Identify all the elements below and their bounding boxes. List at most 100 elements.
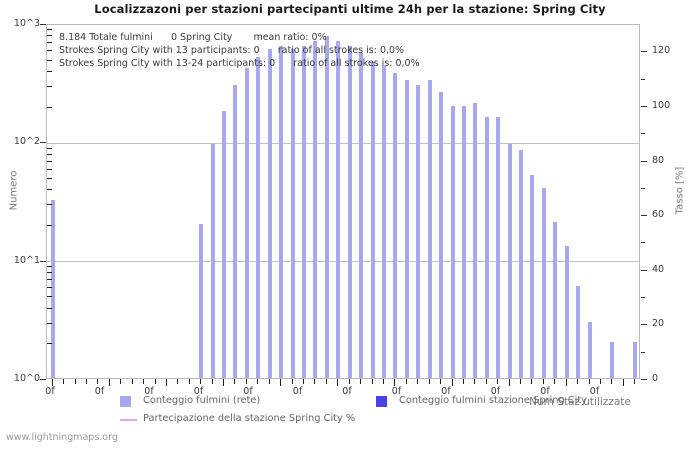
x-axis-tick-minor [371, 379, 373, 384]
bar-network [370, 61, 375, 378]
y-axis-left-tick-minor [47, 225, 52, 227]
bar-network [461, 105, 466, 378]
y-axis-left-tick-minor [47, 29, 52, 31]
x-axis-label: 0f [441, 386, 451, 397]
gridline-10e2 [47, 143, 639, 144]
x-axis-tick-major [622, 379, 624, 386]
x-axis-tick-minor [143, 379, 145, 384]
bar-network [222, 111, 227, 378]
bar-network [324, 35, 329, 378]
y-axis-left-tick-minor [47, 42, 52, 44]
legend-label: Conteggio fulmini (rete) [143, 395, 261, 406]
y-axis-left-tick-minor [47, 160, 52, 162]
annotation-line-2: Strokes Spring City with 13 participants… [59, 45, 405, 56]
legend-label: Conteggio fulmini stazione Spring City [399, 395, 587, 406]
y-axis-left-tick-major [40, 379, 46, 380]
y-axis-left-tick-minor [47, 286, 52, 288]
x-axis-tick-major [108, 379, 110, 386]
bar-network [244, 67, 249, 378]
y-axis-right-tick-minor [641, 133, 645, 135]
y-axis-left-tick-minor [47, 343, 52, 345]
x-axis-tick-minor [325, 379, 327, 384]
x-axis-tick-minor [348, 379, 350, 384]
x-axis-tick-minor [577, 379, 579, 384]
x-axis-tick-minor [314, 379, 316, 384]
x-axis-tick-minor [303, 379, 305, 384]
bar-network [393, 72, 398, 378]
y-axis-left-tick-major [40, 24, 46, 25]
y-axis-left-tick-minor [47, 278, 52, 280]
y-axis-right-label: 60 [652, 209, 665, 221]
x-axis-tick-minor [360, 379, 362, 384]
y-axis-right-tick-minor [641, 187, 645, 189]
y-axis-right-tick-major [641, 51, 647, 53]
y-axis-left-tick-minor [47, 147, 52, 149]
bar-network [347, 45, 352, 378]
y-axis-right-label: 20 [652, 318, 665, 330]
x-axis-tick-minor [611, 379, 613, 384]
bar-network [633, 342, 638, 378]
bar-network [530, 174, 535, 378]
x-axis-label: 0f [243, 386, 253, 397]
x-axis-tick-minor [531, 379, 533, 384]
x-axis-tick-minor [382, 379, 384, 384]
bar-network [313, 41, 318, 378]
y-axis-left-title: Numero [8, 170, 20, 211]
bar-network [50, 199, 55, 378]
y-axis-left-tick-minor [47, 106, 52, 108]
y-axis-right-tick-major [641, 105, 647, 107]
x-axis-tick-minor [600, 379, 602, 384]
y-axis-left-tick-minor [47, 272, 52, 274]
y-axis-right-label: 80 [652, 154, 665, 166]
bar-network [416, 84, 421, 378]
watermark: www.lightningmaps.org [6, 432, 118, 443]
bar-network [199, 224, 204, 378]
y-axis-left-label: 10^2 [13, 136, 40, 148]
x-axis-label: 0f [391, 386, 402, 397]
y-axis-right-tick-minor [641, 351, 645, 353]
bar-network [553, 221, 558, 378]
bar-network [233, 84, 238, 378]
y-axis-left-tick-minor [47, 204, 52, 206]
y-axis-left-tick-minor [47, 307, 52, 309]
bar-network [587, 321, 592, 378]
x-axis-tick-minor [542, 379, 544, 384]
x-axis-label: 0f [540, 386, 550, 397]
x-axis-tick-minor [74, 379, 76, 384]
y-axis-right-tick-minor [641, 297, 645, 299]
x-axis-tick-minor [245, 379, 247, 384]
x-axis-tick-minor [268, 379, 270, 384]
x-axis-tick-major [508, 379, 510, 386]
y-axis-left-label: 10^1 [13, 254, 40, 266]
y-axis-left-tick-minor [47, 322, 52, 324]
bar-network [404, 79, 409, 378]
x-axis-label: 0f [144, 386, 154, 397]
x-axis-tick-minor [474, 379, 476, 384]
x-axis-tick-minor [85, 379, 87, 384]
x-axis-label: 0f [94, 386, 105, 397]
x-axis-tick-minor [63, 379, 65, 384]
y-axis-right-tick-minor [641, 78, 645, 80]
y-axis-right-label: 0 [652, 373, 659, 384]
y-axis-right-tick-minor [641, 242, 645, 244]
x-axis-tick-major [280, 379, 282, 386]
x-axis-tick-minor [257, 379, 259, 384]
y-axis-left-tick-minor [47, 50, 52, 52]
bar-network [541, 188, 546, 378]
y-axis-left-tick-minor [47, 35, 52, 37]
page-title: Localizzazoni per stazioni partecipanti … [94, 2, 606, 16]
y-axis-left-tick-minor [47, 59, 52, 61]
y-axis-left-tick-major [40, 260, 46, 262]
bar-network [290, 49, 295, 378]
bar-network [484, 117, 489, 378]
bar-network [496, 117, 501, 378]
annotation-line-3: Strokes Spring City with 13-24 participa… [59, 58, 420, 69]
bar-network [381, 66, 386, 378]
y-axis-left-tick-minor [47, 177, 52, 179]
x-axis-label: 0f [490, 386, 501, 397]
x-axis-tick-minor [200, 379, 202, 384]
y-axis-left-tick-major [40, 142, 46, 144]
x-axis-tick-minor [462, 379, 464, 384]
bar-network [450, 105, 455, 378]
